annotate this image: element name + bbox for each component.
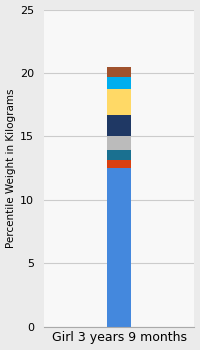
- Bar: [107, 90, 131, 115]
- Y-axis label: Percentile Weight in Kilograms: Percentile Weight in Kilograms: [6, 88, 16, 248]
- Bar: [107, 77, 131, 90]
- Bar: [107, 168, 131, 327]
- Bar: [107, 160, 131, 168]
- Bar: [107, 136, 131, 150]
- Bar: [107, 115, 131, 136]
- Bar: [107, 150, 131, 160]
- Bar: [107, 66, 131, 77]
